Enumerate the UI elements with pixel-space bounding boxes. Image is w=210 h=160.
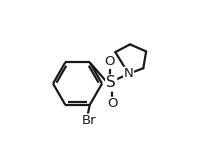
Text: O: O: [105, 55, 115, 68]
Text: O: O: [107, 97, 118, 110]
Text: S: S: [106, 75, 116, 90]
Text: N: N: [124, 67, 134, 80]
Text: Br: Br: [82, 114, 97, 127]
